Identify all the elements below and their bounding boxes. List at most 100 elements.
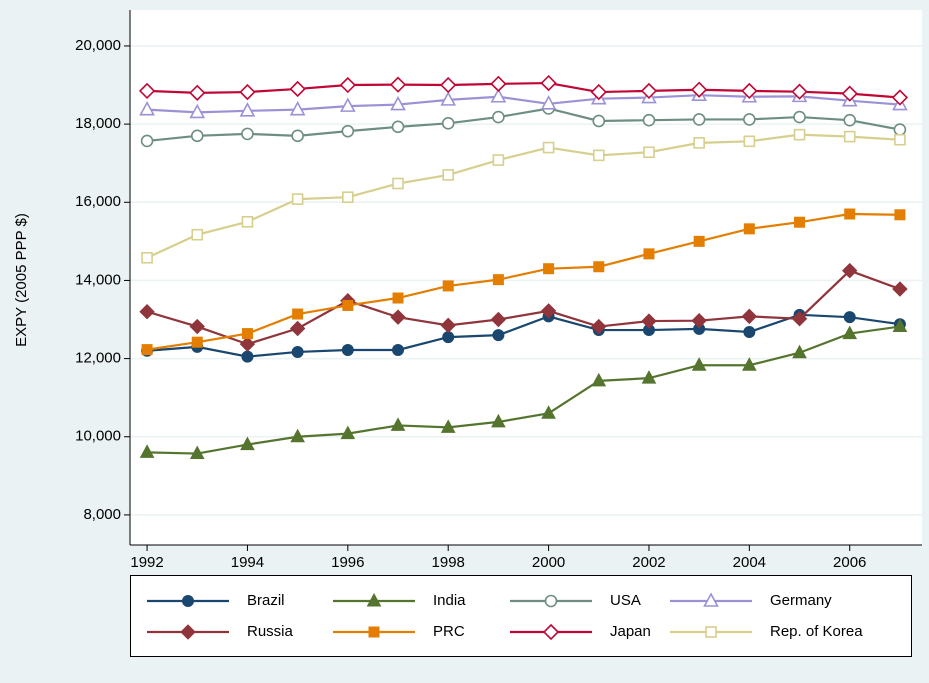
data-point [591,372,607,387]
legend-label: PRC [433,623,465,640]
data-point [191,336,203,348]
data-point [190,129,204,143]
data-point [741,308,758,325]
data-point [641,370,657,384]
data-point [392,177,404,190]
data-point [792,344,807,359]
data-point [541,405,556,419]
series-line [146,313,901,358]
data-point [592,114,606,128]
y-tick-label: 20,000 [75,37,121,54]
data-point [842,325,858,340]
data-point [894,209,906,221]
data-point [139,303,155,320]
x-tick-label: 1996 [331,554,364,571]
x-tick-label: 2004 [733,554,766,571]
data-point [492,274,504,286]
data-point [339,76,356,94]
series-line [147,325,901,455]
data-point [392,343,405,356]
data-point [241,127,254,141]
y-tick-label: 12,000 [75,350,121,367]
y-tick-label: 10,000 [75,428,121,445]
data-point [442,331,455,344]
data-point [543,263,555,275]
x-tick-label: 2002 [632,554,665,571]
series-line [146,269,901,346]
data-point [390,95,406,111]
data-point [542,141,555,154]
data-point [793,128,806,141]
y-axis-label: EXPY (2005 PPP $) [13,213,30,347]
data-point [290,428,305,443]
data-point [189,84,206,101]
data-point [843,311,856,324]
data-point [440,419,456,433]
data-point [342,191,354,203]
data-point [691,312,707,329]
data-point [643,146,655,159]
data-point [440,317,456,334]
data-point [292,308,304,320]
data-point [241,216,254,228]
data-point [592,149,605,162]
data-point [341,124,355,138]
y-tick-label: 16,000 [75,193,121,210]
data-point [141,251,153,264]
series-line [146,212,900,351]
data-point [189,103,206,119]
data-point [341,343,354,356]
data-point [339,97,356,112]
data-point [591,318,607,335]
legend-marker [182,595,194,607]
data-point [442,280,454,292]
data-point [540,74,557,92]
data-point [891,89,909,106]
data-point [492,329,505,342]
data-point [492,154,505,166]
data-point [390,309,406,325]
data-point [793,110,806,124]
data-point [189,445,205,460]
data-point [289,80,306,98]
legend-marker [705,626,717,638]
data-point [441,117,455,130]
data-point [141,344,153,356]
data-point [392,292,404,304]
legend-marker [180,624,196,640]
data-point [291,193,304,205]
data-point [440,91,457,106]
data-point [289,320,306,337]
data-point [490,311,507,328]
y-tick-label: 14,000 [75,271,121,288]
data-point [240,436,255,451]
series-line [147,81,901,99]
legend-marker [366,592,382,607]
data-point [893,123,907,136]
data-point [743,135,756,148]
data-point [691,81,708,98]
legend-marker [368,626,380,638]
data-point [139,444,155,458]
data-point [239,102,256,117]
data-point [139,100,155,116]
data-point [342,299,354,311]
data-point [389,76,407,93]
data-point [841,85,858,102]
data-point [843,130,856,143]
data-point [691,357,707,371]
data-point [442,169,455,181]
data-point [843,113,857,127]
x-tick-label: 1992 [130,554,163,571]
data-point [540,95,557,110]
y-tick-label: 18,000 [75,115,121,132]
data-point [692,113,706,126]
data-point [241,350,254,363]
series-line [146,107,901,143]
data-point [590,83,607,101]
data-point [742,357,757,371]
legend-marker [703,592,719,607]
legend-label: USA [610,592,641,609]
